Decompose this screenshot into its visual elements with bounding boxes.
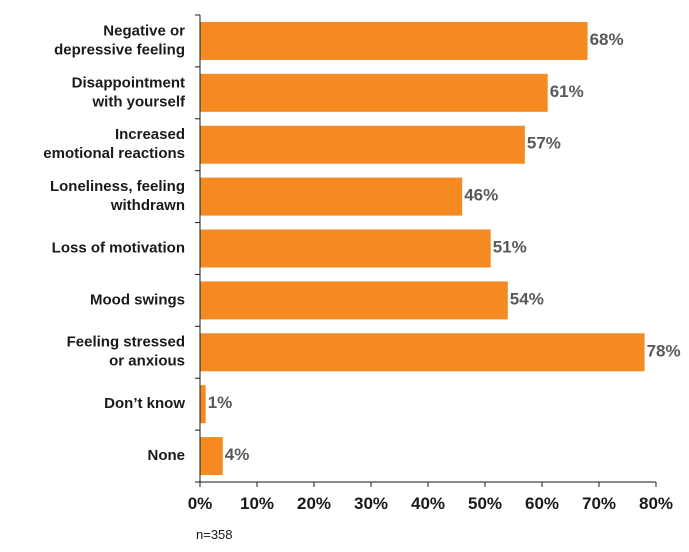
- value-label-8: 1%: [208, 393, 233, 412]
- bar-4: [200, 177, 463, 216]
- x-tick-label: 40%: [411, 494, 445, 513]
- bar-1: [200, 21, 588, 60]
- value-label-9: 4%: [225, 445, 250, 464]
- category-label-line: or anxious: [109, 353, 185, 370]
- bar-6: [200, 281, 508, 320]
- category-label-line: Increased: [115, 126, 185, 143]
- labels-layer: 68% Negative or depressive feeling 61% Disap…: [43, 22, 680, 464]
- category-label-line: emotional reactions: [43, 145, 185, 162]
- x-tick-label: 70%: [582, 494, 616, 513]
- category-label-3: Increased emotional reactions: [43, 126, 185, 162]
- category-label-5: Loss of motivation: [52, 239, 185, 256]
- bar-2: [200, 73, 548, 112]
- category-label-line: Negative or: [103, 22, 185, 39]
- sample-size-note: n=358: [196, 527, 233, 542]
- value-label-4: 46%: [464, 186, 498, 205]
- value-label-1: 68%: [590, 30, 624, 49]
- category-label-4: Loneliness, feeling withdrawn: [50, 178, 185, 214]
- x-tick-label: 20%: [297, 494, 331, 513]
- category-label-line: Loss of motivation: [52, 239, 185, 256]
- value-label-7: 78%: [647, 341, 681, 360]
- category-label-6: Mood swings: [90, 291, 185, 308]
- x-tick-label: 80%: [639, 494, 673, 513]
- axes-layer: 0% 10% 20% 30% 40% 50% 60% 70% 80%: [188, 14, 673, 513]
- bar-3: [200, 125, 525, 164]
- value-label-5: 51%: [493, 237, 527, 256]
- x-tick-label: 0%: [188, 494, 213, 513]
- category-label-line: with yourself: [91, 93, 186, 110]
- category-label-line: Loneliness, feeling: [50, 178, 185, 195]
- category-label-line: Feeling stressed: [67, 334, 185, 351]
- bar-5: [200, 229, 491, 268]
- x-tick-label: 30%: [354, 494, 388, 513]
- value-label-2: 61%: [550, 82, 584, 101]
- x-tick-label: 10%: [240, 494, 274, 513]
- category-label-9: None: [148, 447, 186, 464]
- value-label-3: 57%: [527, 134, 561, 153]
- category-label-line: depressive feeling: [54, 41, 185, 58]
- bar-9: [200, 437, 223, 476]
- category-label-line: Don’t know: [104, 395, 185, 412]
- value-label-6: 54%: [510, 289, 544, 308]
- category-label-1: Negative or depressive feeling: [54, 22, 185, 58]
- category-label-line: None: [148, 447, 186, 464]
- category-label-7: Feeling stressed or anxious: [67, 334, 185, 370]
- category-label-line: withdrawn: [110, 197, 185, 214]
- x-tick-label: 60%: [525, 494, 559, 513]
- category-label-line: Disappointment: [72, 74, 185, 91]
- category-label-line: Mood swings: [90, 291, 185, 308]
- bar-8: [200, 385, 206, 424]
- bars-layer: [200, 21, 645, 476]
- bar-7: [200, 333, 645, 372]
- category-label-8: Don’t know: [104, 395, 185, 412]
- x-tick-label: 50%: [468, 494, 502, 513]
- category-label-2: Disappointment with yourself: [72, 74, 186, 110]
